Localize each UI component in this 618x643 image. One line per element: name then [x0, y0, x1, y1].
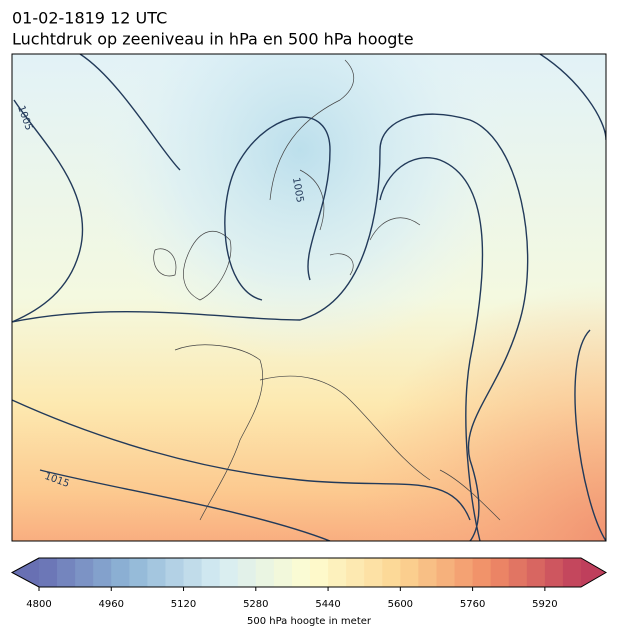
colorbar-segment	[57, 558, 76, 587]
colorbar-segment	[328, 558, 347, 587]
colorbar-segment	[436, 558, 456, 587]
colorbar-tick-label: 5600	[388, 599, 413, 610]
colorbar-extend-max	[581, 558, 606, 587]
colorbar-segment	[93, 558, 112, 587]
colorbar-segment	[183, 558, 203, 587]
colorbar-tick-label: 4800	[26, 599, 51, 610]
colorbar-segment	[490, 558, 510, 587]
colorbar-segment	[291, 558, 311, 587]
colorbar-segment	[544, 558, 564, 587]
colorbar-outline	[10, 557, 607, 588]
colorbar-tick-label: 5440	[315, 599, 340, 610]
colorbar-segment	[111, 558, 130, 587]
colorbar-segment	[165, 558, 185, 587]
subtitle: Luchtdruk op zeeniveau in hPa en 500 hPa…	[12, 30, 414, 49]
colorbar-segment	[147, 558, 166, 587]
colorbar-segment	[201, 558, 221, 587]
colorbar-segment	[273, 558, 293, 587]
colorbar-extend-min	[12, 558, 39, 587]
map: 1005 1005 1015	[12, 54, 606, 541]
map-frame	[11, 53, 607, 542]
colorbar-segment	[400, 558, 419, 587]
colorbar-label: 500 hPa hoogte in meter	[247, 616, 372, 627]
colorbar-segment	[346, 558, 365, 587]
colorbar-segment	[237, 558, 257, 587]
colorbar-segment	[526, 558, 546, 587]
title: 01-02-1819 12 UTC	[12, 9, 167, 28]
contour-label: 1005	[290, 177, 305, 204]
colorbar-segment	[418, 558, 437, 587]
colorbar-tick-label: 5760	[460, 599, 485, 610]
colorbar-segment	[562, 558, 582, 587]
colorbar-segment	[39, 558, 58, 587]
colorbar-segment	[129, 558, 148, 587]
colorbar-segment	[472, 558, 492, 587]
colorbar-tick-label: 4960	[99, 599, 124, 610]
colorbar-tick-label: 5920	[532, 599, 557, 610]
colorbar: 4800 4960 5120 5280 5440 5600 5760 5920	[10, 557, 607, 610]
colorbar-segment	[310, 558, 329, 587]
colorbar-segment	[454, 558, 474, 587]
colorbar-segment	[255, 558, 275, 587]
colorbar-segment	[508, 558, 528, 587]
colorbar-segment	[75, 558, 94, 587]
colorbar-segment	[219, 558, 239, 587]
colorbar-tick-label: 5280	[243, 599, 268, 610]
colorbar-segment	[364, 558, 383, 587]
colorbar-tick-label: 5120	[171, 599, 196, 610]
colorbar-segment	[382, 558, 401, 587]
